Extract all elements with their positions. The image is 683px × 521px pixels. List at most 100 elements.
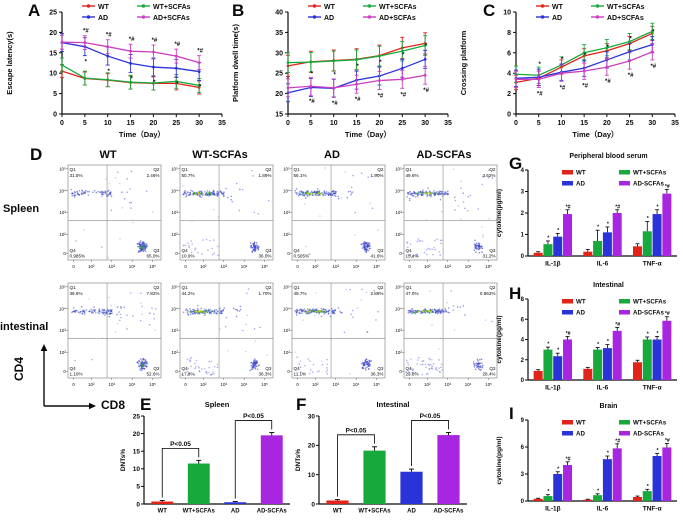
panel-label-d: D — [30, 145, 43, 164]
svg-text:AD: AD — [98, 15, 108, 22]
svg-text:*: * — [657, 331, 660, 337]
svg-text:10: 10 — [330, 120, 338, 127]
svg-text:Crossing platform: Crossing platform — [459, 30, 468, 95]
svg-text:10⁵: 10⁵ — [261, 264, 268, 269]
bar-TNF-α-AD: * — [652, 448, 662, 501]
svg-text:20: 20 — [603, 120, 611, 127]
svg-text:IL-6: IL-6 — [597, 506, 609, 513]
svg-text:2.46%: 2.46% — [146, 173, 159, 178]
bar-TNF-α-AD-SCFAs: *# — [662, 184, 672, 256]
bar-IL-6-WT — [583, 366, 593, 380]
bar-IL-1β-AD: * — [553, 466, 563, 501]
svg-text:0: 0 — [53, 112, 57, 119]
svg-text:25: 25 — [626, 120, 634, 127]
bar-IL-1β-WT — [533, 497, 543, 501]
svg-text:TNF-α: TNF-α — [643, 261, 662, 268]
svg-text:Q4: Q4 — [406, 366, 413, 371]
scatter-dots — [294, 288, 380, 375]
axes: 0 3 6 9 Brain cytokine(pg/ml) — [496, 403, 677, 505]
svg-text:6: 6 — [521, 317, 525, 323]
svg-text:7.82%: 7.82% — [146, 291, 159, 296]
svg-text:10⁴: 10⁴ — [241, 264, 248, 269]
svg-text:*#: *# — [309, 99, 315, 105]
bar-IL-1β-AD-SCFAs: *# — [563, 204, 573, 256]
panel-h-intestinal-cytokine-chart: 0 2 4 6 8 Intestinal cytokine(pg/ml) WT WT+SCFAs… — [496, 282, 677, 392]
svg-text:30: 30 — [308, 413, 316, 420]
svg-text:0: 0 — [521, 499, 525, 505]
svg-text:10: 10 — [49, 71, 57, 78]
svg-text:39.6%: 39.6% — [70, 291, 83, 296]
svg-text:40: 40 — [275, 10, 283, 17]
svg-text:31.5%: 31.5% — [70, 173, 83, 178]
legend: WT WT+SCFAs AD AD-SCFAs — [562, 170, 667, 188]
svg-text:*#: *# — [665, 311, 670, 317]
svg-text:10: 10 — [133, 466, 141, 473]
svg-text:*: * — [402, 52, 405, 58]
svg-text:Q1: Q1 — [294, 167, 301, 172]
svg-text:Brain: Brain — [600, 403, 618, 410]
svg-text:10²: 10² — [312, 264, 319, 269]
svg-text:10²: 10² — [312, 382, 319, 387]
svg-text:Q4: Q4 — [70, 366, 77, 371]
svg-text:WT+SCFAs: WT+SCFAs — [633, 170, 667, 177]
svg-text:WT+SCFAs: WT+SCFAs — [358, 509, 391, 515]
svg-text:6: 6 — [507, 50, 511, 57]
panel-label-f: F — [296, 395, 307, 414]
svg-text:30: 30 — [648, 120, 656, 127]
svg-text:Q1: Q1 — [182, 285, 189, 290]
svg-text:Q3: Q3 — [377, 248, 384, 253]
svg-text:10.9%: 10.9% — [182, 254, 195, 259]
svg-text:Q1: Q1 — [294, 285, 301, 290]
svg-text:10³: 10³ — [283, 328, 290, 333]
series-AD+SCFAs: *# *# *# *# *# *# — [60, 29, 204, 70]
svg-text:36.3%: 36.3% — [370, 372, 383, 377]
svg-text:1.90%: 1.90% — [370, 173, 383, 178]
svg-text:*: * — [647, 331, 650, 337]
svg-text:10³: 10³ — [445, 264, 452, 269]
svg-text:25: 25 — [275, 71, 283, 78]
svg-text:10³: 10³ — [109, 382, 116, 387]
svg-text:0: 0 — [136, 501, 140, 508]
svg-text:10³: 10³ — [221, 264, 228, 269]
svg-text:*#: *# — [197, 49, 203, 55]
flow-col-header-ad: AD — [324, 149, 340, 161]
flow-x-axis-marker-cd8: CD8 — [101, 398, 126, 412]
bar-IL-6-AD: * — [602, 339, 612, 380]
svg-text:WT+SCFAs: WT+SCFAs — [607, 4, 645, 11]
bar-IL-6-AD: * — [602, 221, 612, 256]
svg-text:10⁴: 10⁴ — [241, 382, 248, 387]
panel-label-e: E — [140, 395, 152, 414]
svg-text:AD-SCFAs: AD-SCFAs — [633, 181, 664, 188]
scatter-dots — [181, 288, 269, 376]
svg-text:10⁴: 10⁴ — [353, 264, 360, 269]
axis-ticks: 10⁵ 10⁴ 10³ 10² 0 0 10² 10³ 10⁴ 10⁵ — [171, 285, 268, 388]
bars: WT WT+SCFAs AD AD-SCFAs — [151, 432, 287, 515]
svg-text:AD: AD — [576, 181, 585, 188]
svg-text:Q4: Q4 — [70, 248, 77, 253]
bar-IL-6-AD-SCFAs: *# — [612, 438, 622, 501]
svg-text:cytokine(pg/ml): cytokine(pg/ml) — [496, 436, 503, 484]
svg-text:10⁴: 10⁴ — [59, 188, 66, 193]
svg-text:*: * — [557, 348, 560, 354]
svg-text:Q2: Q2 — [265, 167, 272, 172]
svg-text:20: 20 — [308, 443, 316, 450]
svg-text:*#: *# — [106, 33, 112, 39]
svg-text:*#: *# — [582, 83, 588, 89]
bar-TNF-α-AD: * — [652, 204, 662, 256]
svg-text:*#: *# — [355, 97, 361, 103]
svg-text:49.6%: 49.6% — [406, 173, 419, 178]
svg-text:10⁵: 10⁵ — [283, 167, 290, 172]
svg-text:0: 0 — [296, 382, 299, 387]
svg-text:10⁵: 10⁵ — [373, 382, 380, 387]
svg-text:cytokine(pg/ml): cytokine(pg/ml) — [496, 189, 503, 237]
flow-y-axis-marker-cd4: CD4 — [12, 356, 27, 382]
svg-text:5: 5 — [136, 484, 140, 491]
svg-text:50.7%: 50.7% — [182, 173, 195, 178]
svg-text:*#: *# — [665, 184, 670, 190]
svg-text:*#: *# — [615, 204, 620, 210]
scatter-dots — [70, 170, 154, 259]
svg-text:Intestinal: Intestinal — [377, 400, 410, 409]
svg-text:0: 0 — [521, 378, 525, 384]
